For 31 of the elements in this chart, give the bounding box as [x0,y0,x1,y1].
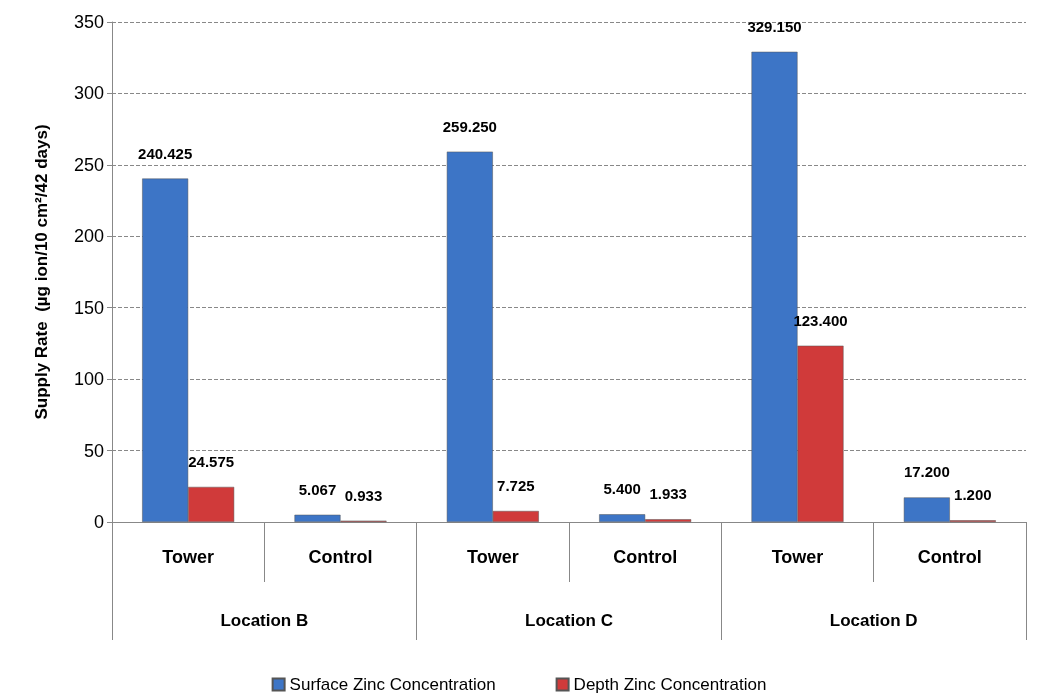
x-tick-label: Tower [467,547,519,567]
data-label: 17.200 [903,463,950,481]
text: Location D [829,611,918,630]
y-tick-label: 100 [73,369,104,390]
y-tick-label: 150 [73,297,104,318]
data-label: 0.933 [344,486,383,504]
x-tick-label: Control [308,547,373,567]
data-label: 1.933 [649,485,687,503]
y-tick-label: 350 [73,12,104,32]
y-tick-label: 200 [73,226,104,247]
x-tick-label: Tower [771,547,824,567]
data-label: 5.400 [603,480,641,498]
data-label: 7.725 [497,476,535,494]
y-tick-label: 250 [73,154,104,175]
x-tick-label: Control [917,547,982,567]
y-tick-label: 50 [83,440,104,461]
legend-label: Surface Zinc Concentration [289,675,496,694]
data-label: 24.575 [188,452,235,470]
text: Location C [525,611,613,630]
data-label: 1.200 [954,486,992,504]
data-label: 5.067 [298,480,337,498]
data-label: 259.250 [442,117,497,135]
y-axis-title: Supply Rate (µg ion/10 cm²/42 days) [32,124,51,420]
legend-label: Depth Zinc Concentration [573,675,767,694]
x-tick-label: Control [613,547,678,567]
data-label: 329.150 [747,17,802,35]
y-tick-label: 0 [93,512,104,532]
data-label: 240.425 [138,144,193,162]
text: Location B [220,611,309,630]
y-tick-label: 300 [73,83,104,104]
x-tick-label: Tower [162,547,214,567]
